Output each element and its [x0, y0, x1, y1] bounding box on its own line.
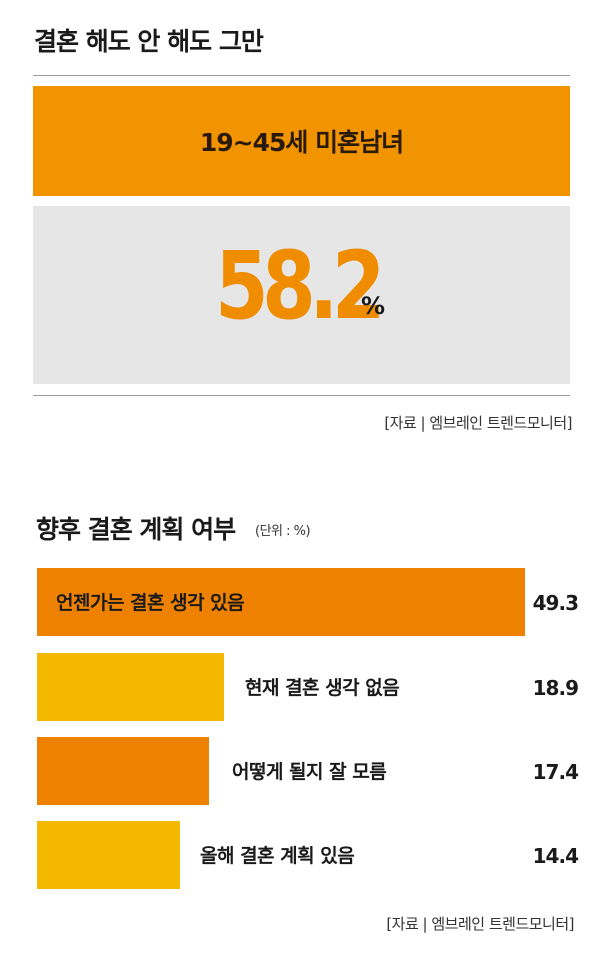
bar-1: [37, 568, 525, 636]
bottom-divider: [33, 395, 570, 396]
value-label-2: 18.9: [533, 676, 578, 700]
highlight-unit: %: [361, 292, 386, 320]
highlight-value: 58.2: [215, 232, 386, 341]
chart-title: 향후 결혼 계획 여부: [36, 515, 236, 544]
value-label-1: 49.3: [533, 591, 578, 615]
highlight-banner: 19~45세 미혼남녀: [33, 86, 570, 196]
bar-label-3: 어떻게 될지 잘 모름: [232, 761, 386, 783]
value-label-3: 17.4: [533, 760, 578, 784]
highlight-stat-box: [33, 206, 570, 384]
source-note: [자료 | 엠브레인 트렌드모니터]: [384, 414, 572, 432]
bar-2: [37, 653, 224, 721]
bar-label-4: 올해 결혼 계획 있음: [200, 844, 354, 867]
highlight-label: 19~45세 미혼남녀: [199, 128, 404, 157]
bar-3: [37, 737, 209, 805]
bar-label-2: 현재 결혼 생각 없음: [245, 676, 399, 699]
page-title: 결혼 해도 안 해도 그만: [34, 27, 264, 56]
unit-note: (단위 : %): [255, 524, 311, 539]
top-divider: [33, 75, 570, 76]
value-label-4: 14.4: [533, 844, 578, 868]
source-note-2: [자료 | 엠브레인 트렌드모니터]: [386, 915, 574, 933]
bar-4: [37, 821, 180, 889]
bar-label-1: 언젠가는 결혼 생각 있음: [56, 591, 244, 614]
